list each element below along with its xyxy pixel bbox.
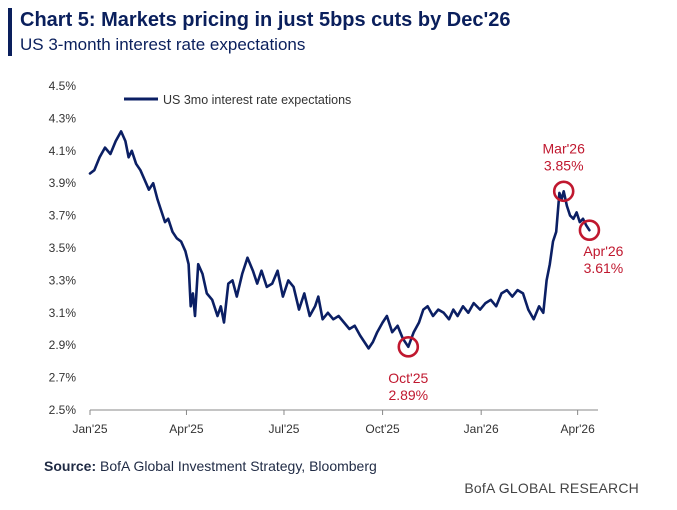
x-tick-label: Apr'26 <box>560 422 595 436</box>
x-tick-label: Jul'25 <box>268 422 299 436</box>
y-tick-label: 4.5% <box>49 79 77 93</box>
y-tick-label: 4.1% <box>49 144 77 158</box>
chart-title: Chart 5: Markets pricing in just 5bps cu… <box>20 9 511 31</box>
y-tick-label: 2.7% <box>49 371 77 385</box>
x-tick-label: Jan'26 <box>464 422 499 436</box>
y-tick-label: 3.5% <box>49 241 77 255</box>
annotation-circle <box>578 219 601 241</box>
title-accent-bar <box>8 8 12 56</box>
brand-label: BofA GLOBAL RESEARCH <box>464 480 639 496</box>
source-label: Source: <box>44 458 97 474</box>
legend-label: US 3mo interest rate expectations <box>163 93 351 107</box>
y-tick-label: 2.5% <box>49 403 77 417</box>
y-tick-label: 3.1% <box>49 306 77 320</box>
chart-subtitle: US 3-month interest rate expectations <box>20 35 306 54</box>
y-tick-label: 3.7% <box>49 209 77 223</box>
x-tick-label: Apr'25 <box>169 422 204 436</box>
series-line <box>88 130 591 350</box>
y-tick-label: 2.9% <box>49 338 77 352</box>
annotation-value: 3.85% <box>544 157 584 173</box>
annotation-value: 2.89% <box>388 387 428 403</box>
annotation-label: Apr'26 <box>583 243 623 259</box>
annotation-value: 3.61% <box>584 260 624 276</box>
x-tick-label: Jan'25 <box>73 422 108 436</box>
annotation-circle <box>397 336 420 358</box>
annotation-label: Oct'25 <box>388 370 428 386</box>
source-note: Source: BofA Global Investment Strategy,… <box>44 458 377 474</box>
y-tick-label: 4.3% <box>49 111 77 125</box>
x-tick-label: Oct'25 <box>365 422 400 436</box>
annotation-label: Mar'26 <box>543 140 586 156</box>
y-tick-label: 3.9% <box>49 176 77 190</box>
annotation-circle <box>552 180 575 203</box>
y-tick-label: 3.3% <box>49 273 77 287</box>
source-text: BofA Global Investment Strategy, Bloombe… <box>100 458 377 474</box>
